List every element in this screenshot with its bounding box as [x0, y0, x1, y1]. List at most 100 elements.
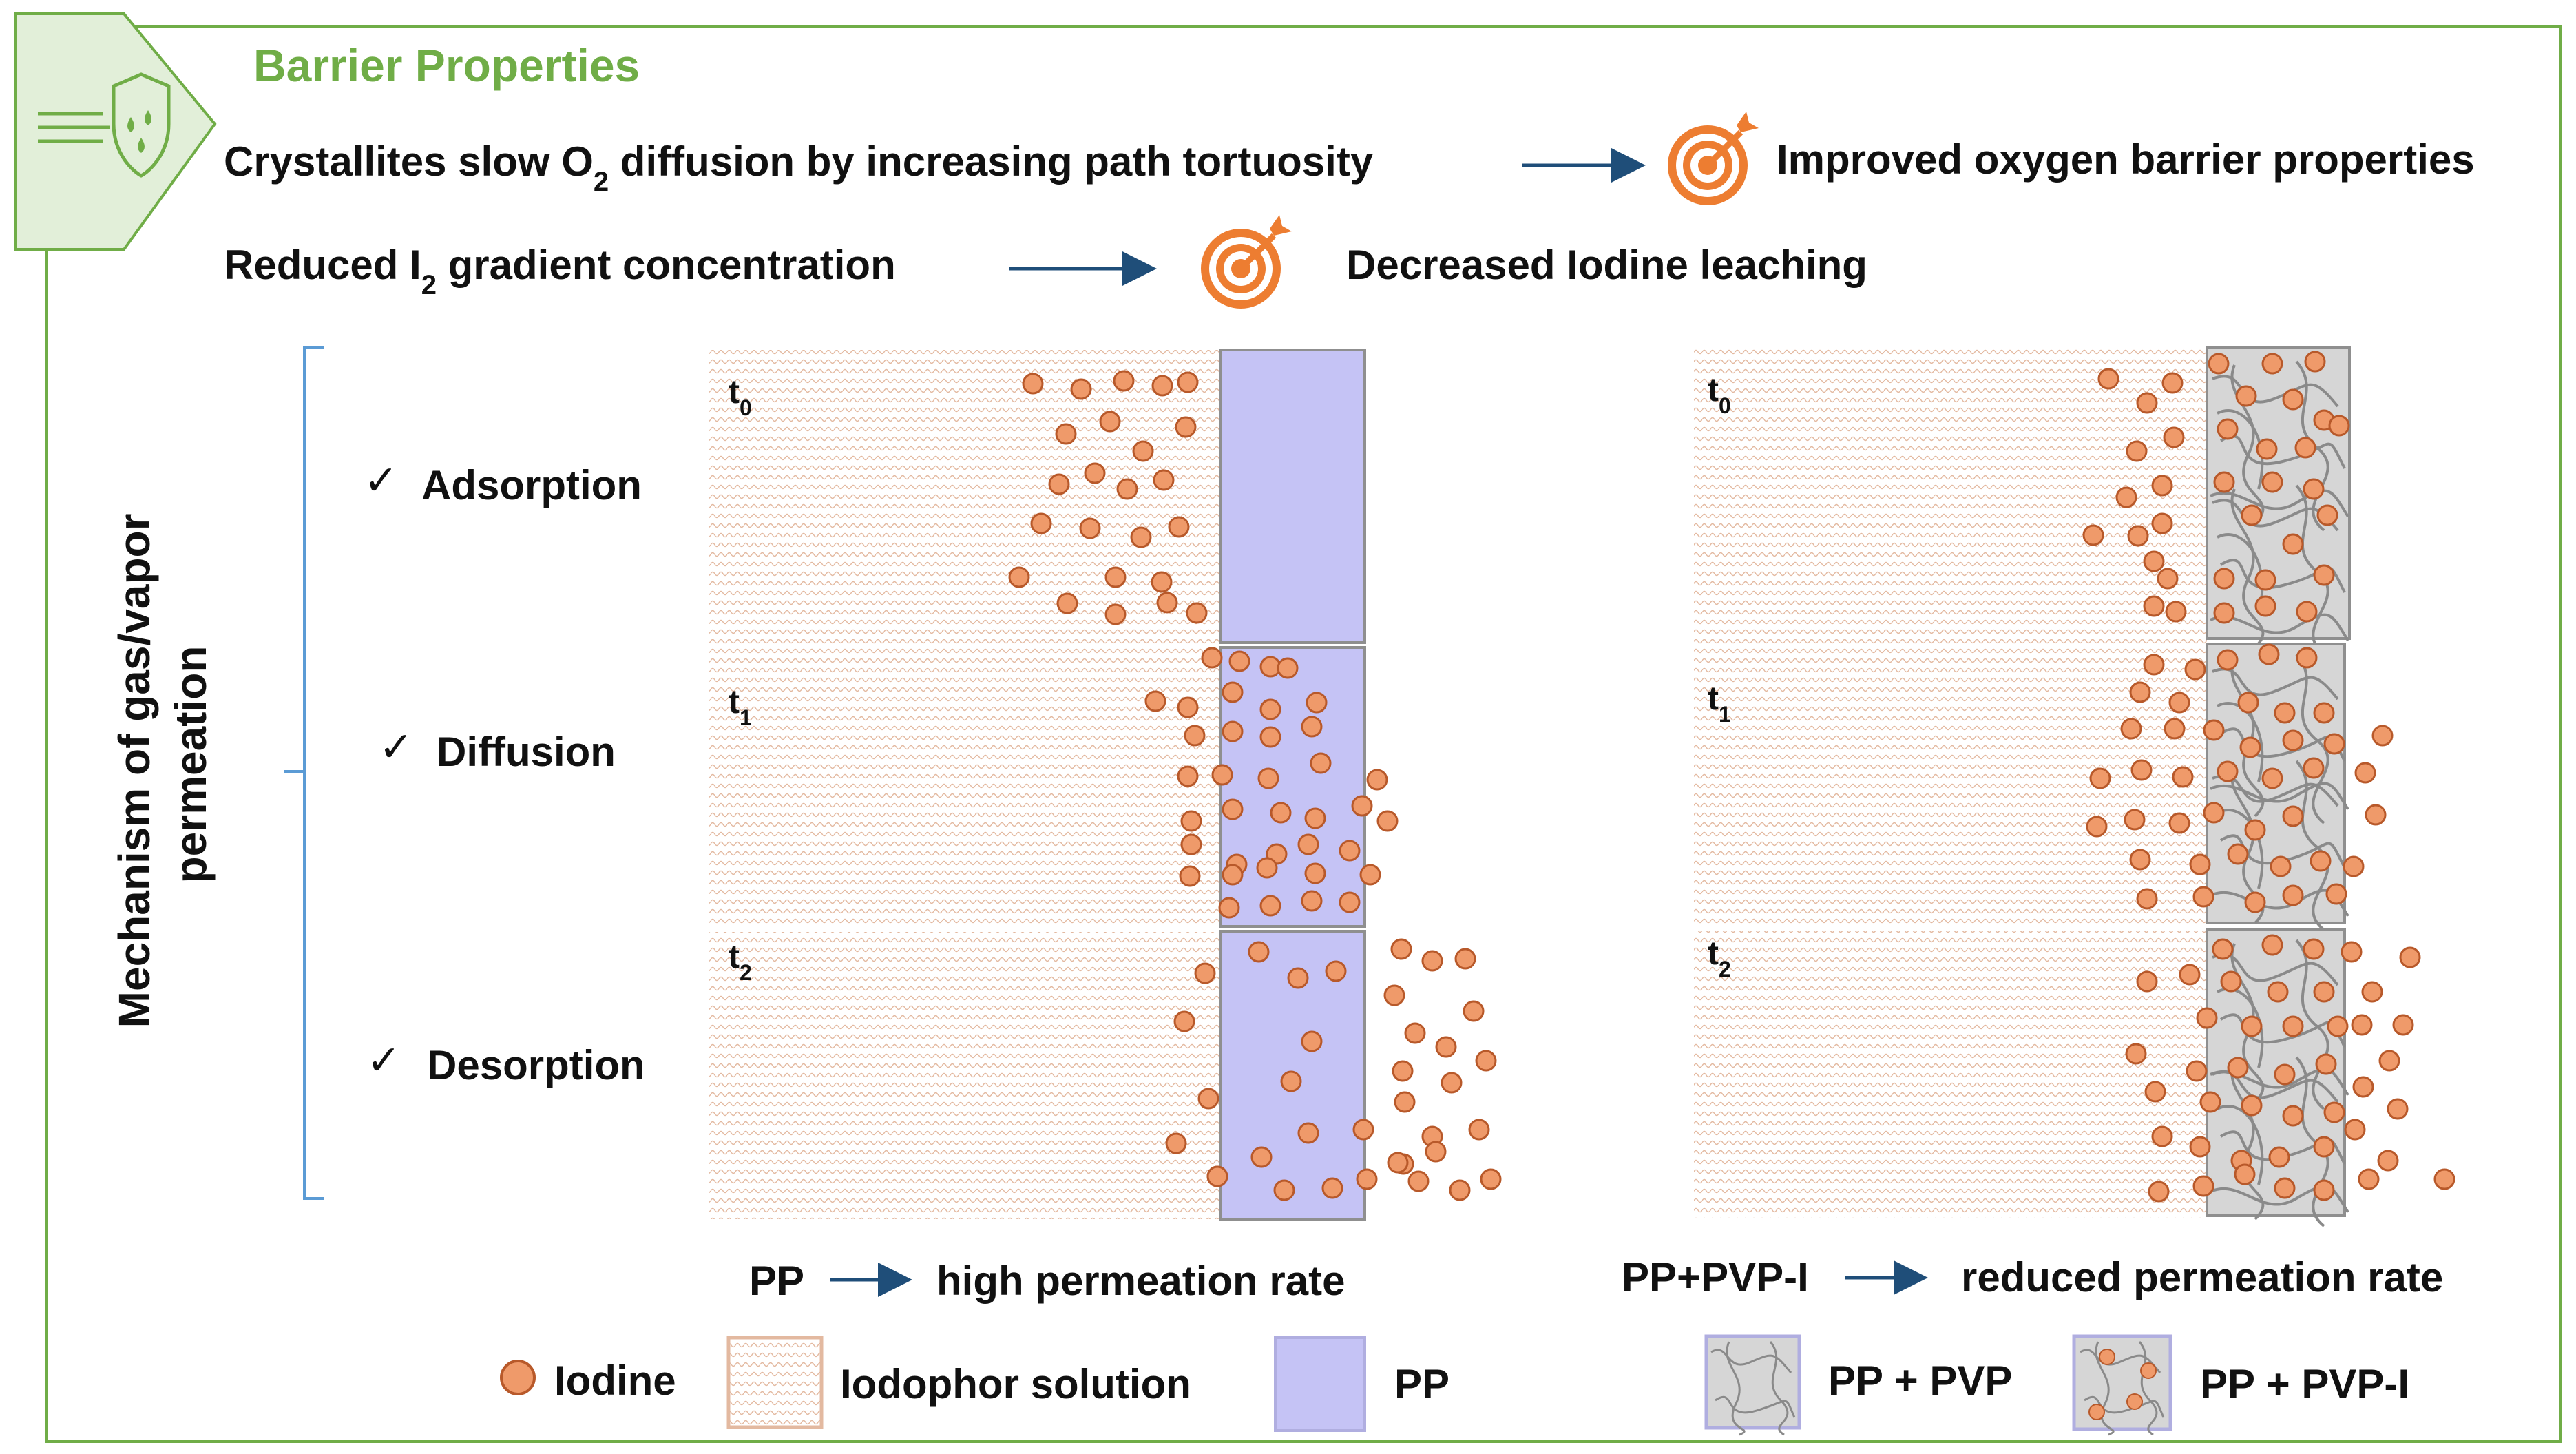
- iodine-particle: [1056, 592, 1078, 614]
- iodine-particle: [2213, 471, 2235, 493]
- iodine-particle: [2082, 524, 2104, 546]
- pp-panel: [709, 349, 1502, 1221]
- mechanism-axis-label: Mechanism of gas/vapor permeation: [109, 501, 216, 1028]
- iodine-particle: [2203, 802, 2225, 824]
- iodine-particle: [2294, 437, 2316, 459]
- iodine-particle: [2179, 964, 2201, 986]
- iodine-particle: [1463, 1000, 1485, 1022]
- iodine-particle: [1256, 857, 1278, 879]
- legend-iodophor-label: Iodophor solution: [840, 1361, 1191, 1407]
- iodine-particle: [2274, 1177, 2296, 1199]
- iodine-particle: [2189, 853, 2211, 875]
- pvp-caption-result: reduced permeation rate: [1961, 1254, 2443, 1300]
- iodine-particle: [2371, 725, 2394, 747]
- iodine-particle: [1301, 716, 1323, 738]
- iodine-particle: [2130, 759, 2153, 781]
- time-label: t0: [729, 374, 752, 420]
- iodine-particle: [1132, 440, 1154, 462]
- header-line-1: Crystallites slow O2 diffusion by increa…: [224, 138, 1374, 197]
- iodine-particle: [2282, 805, 2304, 827]
- iodine-particle: [1280, 1070, 1302, 1092]
- iodine-particle: [2163, 426, 2185, 448]
- iodine-particle: [1359, 864, 1381, 886]
- iodine-particle: [2126, 440, 2148, 462]
- iodine-particle: [1222, 864, 1244, 886]
- iodine-particle: [2168, 812, 2190, 834]
- iodine-particles: [2082, 351, 2455, 1203]
- iodine-particle: [2157, 568, 2179, 590]
- iodine-particle: [2274, 1063, 2296, 1086]
- iodine-particle: [2129, 681, 2151, 703]
- svg-text:✓: ✓: [366, 1037, 401, 1083]
- iodine-particle: [2136, 888, 2158, 910]
- iodine-particle: [2234, 1163, 2256, 1185]
- iodine-particle: [1222, 798, 1244, 820]
- iodine-particle: [1218, 897, 1240, 919]
- iodine-particle: [2212, 938, 2234, 960]
- iodine-particle: [1301, 1030, 1323, 1052]
- iodine-particle: [2327, 1015, 2349, 1037]
- iodine-particle: [2151, 475, 2173, 497]
- iodine-particle: [1186, 602, 1208, 624]
- iodine-particle: [1421, 950, 1443, 972]
- iodine-particle: [1194, 962, 1216, 984]
- pvp-caption-material: PP+PVP-I: [1622, 1254, 1809, 1300]
- iodine-particle: [2144, 1081, 2166, 1103]
- svg-text:Adsorption: Adsorption: [421, 462, 642, 508]
- iodine-particle: [2282, 533, 2304, 555]
- iodine-particle: [1177, 765, 1199, 787]
- time-label: t0: [1708, 372, 1731, 418]
- time-label: t1: [729, 684, 752, 730]
- iodine-particle: [2086, 816, 2108, 838]
- iodine-particle: [1259, 726, 1281, 748]
- iodine-particle: [2387, 1098, 2409, 1120]
- iodine-particle: [2282, 1015, 2304, 1037]
- iodine-particle: [2244, 891, 2266, 913]
- iodine-particle: [2168, 692, 2190, 714]
- iodine-particle: [1321, 1177, 1343, 1199]
- iodine-particle: [2129, 849, 2151, 871]
- legend-pp-label: PP: [1394, 1361, 1449, 1407]
- iodine-particle: [1475, 1050, 1497, 1072]
- iodine-particle: [1351, 795, 1373, 817]
- iodine-particle: [2196, 1007, 2218, 1029]
- iodine-particle: [1394, 1091, 1416, 1113]
- iodine-particle: [2244, 819, 2266, 841]
- iodine-particle: [2254, 595, 2276, 617]
- iodine-particle: [1259, 895, 1281, 917]
- iodine-particle: [2186, 1060, 2208, 1082]
- iodine-particle: [2313, 702, 2335, 724]
- iodine-particle: [1222, 720, 1244, 742]
- iodine-particle: [2261, 934, 2283, 956]
- iodine-particle: [1297, 833, 1319, 855]
- iodine-particle: [2261, 353, 2283, 375]
- iodine-particle: [2316, 504, 2338, 526]
- iodine-particle: [2313, 1136, 2335, 1158]
- iodine-particle: [1468, 1119, 1490, 1141]
- iodine-particle: [1287, 967, 1309, 989]
- pp-membrane: [1219, 646, 1366, 928]
- target-icon: [1668, 112, 1759, 205]
- iodine-particle: [1392, 1060, 1414, 1082]
- iodine-particle: [2256, 438, 2278, 460]
- mechanism-step: ✓ Desorption: [366, 1037, 645, 1088]
- iodine-particle: [1407, 1170, 1430, 1192]
- iodine-particle: [2237, 692, 2259, 714]
- iodine-particle: [2213, 602, 2235, 624]
- iodine-particle: [1366, 769, 1388, 791]
- iodine-particle: [1165, 1132, 1187, 1154]
- iodine-particle: [1179, 865, 1201, 887]
- iodine-particle: [2203, 719, 2225, 741]
- iodine-particle: [1480, 1168, 1502, 1190]
- iodine-particle: [2136, 970, 2158, 993]
- iodine-particle: [2270, 855, 2292, 877]
- iodine-particle: [2361, 981, 2383, 1003]
- iodine-particle: [2254, 569, 2276, 591]
- iodine-particle: [2296, 601, 2318, 623]
- iodine-particle: [1250, 1146, 1273, 1168]
- iodine-particle: [2136, 392, 2158, 414]
- iodine-particle: [1273, 1179, 1295, 1201]
- iodine-particle: [2148, 1181, 2170, 1203]
- iodine-particle: [1180, 833, 1202, 855]
- iodine-particle: [2199, 1091, 2221, 1113]
